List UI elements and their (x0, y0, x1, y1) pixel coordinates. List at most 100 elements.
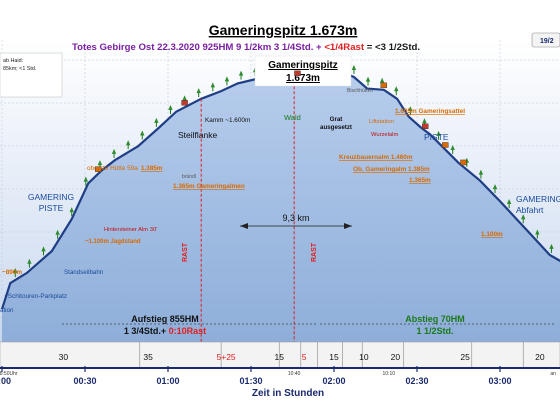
rast-lines (200, 76, 295, 342)
tree-crown-35 (549, 243, 554, 249)
tree-crown-21 (351, 65, 357, 71)
tree-crown-4 (69, 207, 74, 213)
x-minor-label-3: an (550, 371, 556, 377)
liftstation-label: Liftstation (369, 119, 394, 125)
x-minor-label-0: 10:40 (288, 371, 301, 377)
wald-label: Wald (284, 113, 301, 122)
gamering-piste-left-line1: GAMERING (28, 192, 74, 202)
gamering-abfahrt-line1: GAMERING (516, 194, 560, 204)
tree-crown-9 (140, 130, 145, 136)
descent-time: 1 1/2Std. (416, 326, 453, 336)
gamering-piste-left-line2: PISTE (39, 203, 64, 213)
elevation-area (2, 72, 560, 342)
tree-crown-10 (154, 117, 159, 123)
tree-crown-25 (408, 106, 413, 112)
x-tick-label-6: 03:00 (488, 376, 511, 386)
hut-marker-5 (294, 70, 301, 77)
segment-label-0: 30 (59, 352, 69, 362)
segment-label-1: 35 (143, 352, 153, 362)
tree-crown-27 (436, 130, 441, 136)
tree-crown-33 (521, 214, 526, 220)
gamering-abfahrt-line2: Abfahrt (516, 205, 544, 215)
x-axis-ticks: 0:00 00:30 01:00 01:30 02:00 02:30 03:00 (0, 366, 512, 386)
x-tick-label-1: 00:30 (73, 376, 96, 386)
ob-gameringalm-label: Ob. Gameringalm 1.385m (353, 166, 430, 173)
x-axis-minor-labels: 10:40 10:10 8:50Uhr an (0, 371, 556, 377)
x-minor-label-2: 8:50Uhr (0, 371, 18, 377)
tree-crown-5 (83, 176, 89, 182)
ascent-time: 1 3/4Std.+ 0:10Rast (124, 326, 206, 336)
tree-crown-24 (394, 86, 399, 92)
tree-crown-11 (168, 104, 173, 110)
tree-crown-6 (97, 160, 103, 166)
bruendl-label: bründl (182, 174, 196, 180)
hintersteiner-label: Hintersteiner Alm 30' (104, 227, 157, 233)
hut-marker-6 (380, 82, 387, 89)
distance-label: 9,3 km (282, 213, 309, 223)
tree-crown-7 (111, 148, 117, 154)
x-tick-label-2: 01:00 (156, 376, 179, 386)
hut-marker-4 (95, 166, 102, 172)
segment-label-5: 15 (329, 352, 339, 362)
subtitle: Totes Gebirge Ost 22.3.2020 925HM 9 1/2k… (72, 42, 420, 53)
tree-crown-8 (125, 140, 131, 146)
page-badge: 19/2 (540, 38, 554, 45)
hut-marker-3 (460, 159, 467, 166)
segment-label-7: 20 (391, 352, 401, 362)
hut-marker-0 (181, 100, 188, 106)
segment-label-3: 15 (274, 352, 284, 362)
oberste-huette-label: oberste Hütte 59a 1.385m (87, 165, 163, 172)
tree-crown-12 (182, 95, 187, 101)
h890-label: ~890m (2, 269, 22, 276)
bischhuetten-label: Bischhütten (347, 88, 373, 94)
tree-crown-28 (450, 144, 455, 150)
segment-label-2: 5+25 (217, 352, 236, 362)
x-tick-label-3: 01:30 (239, 376, 262, 386)
steilflanke-label: Steilflanke (178, 130, 217, 140)
piste-right-label: PISTE (424, 132, 449, 142)
peak-label-elevation: 1.673m (286, 73, 320, 84)
segment-label-4: 5 (302, 352, 307, 362)
tree-crown-13 (196, 88, 201, 94)
x-minor-label-1: 10:10 (383, 371, 396, 377)
tree-crown-15 (224, 76, 230, 82)
tree-crown-32 (506, 199, 512, 205)
rast-label-2: RAST (311, 242, 318, 262)
peak-label-name: Gameringspitz (268, 60, 337, 71)
h1365-right-label: 1.365m (409, 177, 431, 184)
tree-crown-31 (492, 184, 498, 190)
grat-label-line2: ausgesetzt (320, 124, 352, 131)
tree-crown-30 (478, 169, 484, 175)
kamm-label: Kamm ~1.600m (205, 117, 250, 124)
segment-label-9: 20 (535, 352, 545, 362)
tree-crown-16 (238, 70, 244, 76)
ascent-title: Aufstieg 855HM (131, 314, 199, 324)
station-label: ation (0, 307, 14, 314)
standseilbahn-label: Standseilbahn (64, 269, 104, 276)
wurzelalm-label: Wurzelalm (371, 132, 398, 138)
subtitle-part2: = <3 1/2Std. (364, 42, 420, 53)
tree-crown-2 (41, 246, 46, 252)
rast-label-1: RAST (182, 242, 189, 262)
x-tick-label-0: 0:00 (0, 376, 11, 386)
oberste-huette-name: oberste Hütte 59a (87, 165, 138, 172)
x-tick-label-5: 02:30 (405, 376, 428, 386)
grat-label-line1: Grat (330, 116, 343, 123)
descent-title: Abstieg 70HM (405, 314, 465, 324)
kreuzbauernalm-label: Kreuzbauernalm 1.460m (339, 154, 413, 161)
tree-crown-3 (55, 229, 60, 235)
tree-crown-14 (210, 82, 216, 88)
tree-crown-1 (27, 258, 32, 264)
left-note-box (0, 52, 63, 98)
hut-marker-2 (442, 142, 449, 148)
segment-label-8: 25 (460, 352, 470, 362)
tree-crown-26 (422, 118, 427, 124)
oberste-huette-elevation: 1.385m (141, 165, 163, 172)
left-note-line1: ab Haid: (3, 58, 23, 64)
jagdstand-label: ~1.100m Jagdstand (85, 239, 141, 245)
tree-crown-22 (365, 76, 371, 82)
ascent-rast: 0:10Rast (169, 326, 207, 336)
tree-crown-34 (535, 229, 540, 235)
subtitle-rast: <1/4Rast (324, 42, 365, 53)
